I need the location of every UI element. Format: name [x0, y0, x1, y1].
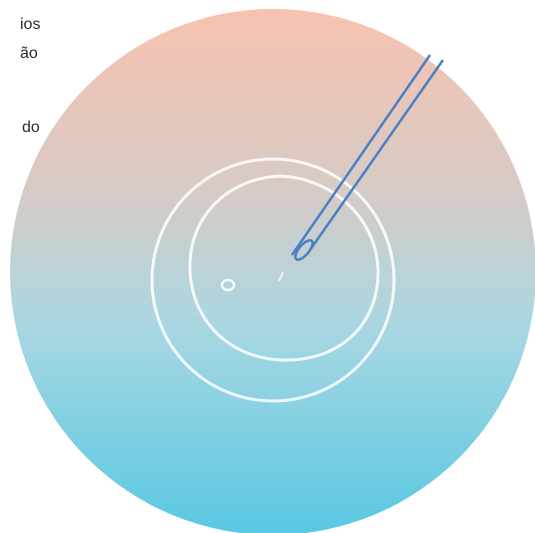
needle-edge — [308, 59, 445, 251]
outer-membrane — [150, 157, 396, 403]
sperm — [278, 271, 284, 282]
text-fragment: ão — [20, 45, 38, 62]
text-fragment: ios — [20, 16, 41, 33]
inner-cell — [188, 174, 380, 362]
background-circle — [10, 9, 535, 533]
polar-body — [220, 278, 236, 292]
text-fragment: do — [22, 119, 40, 136]
needle-tip — [294, 239, 314, 261]
needle-edge — [290, 54, 432, 256]
